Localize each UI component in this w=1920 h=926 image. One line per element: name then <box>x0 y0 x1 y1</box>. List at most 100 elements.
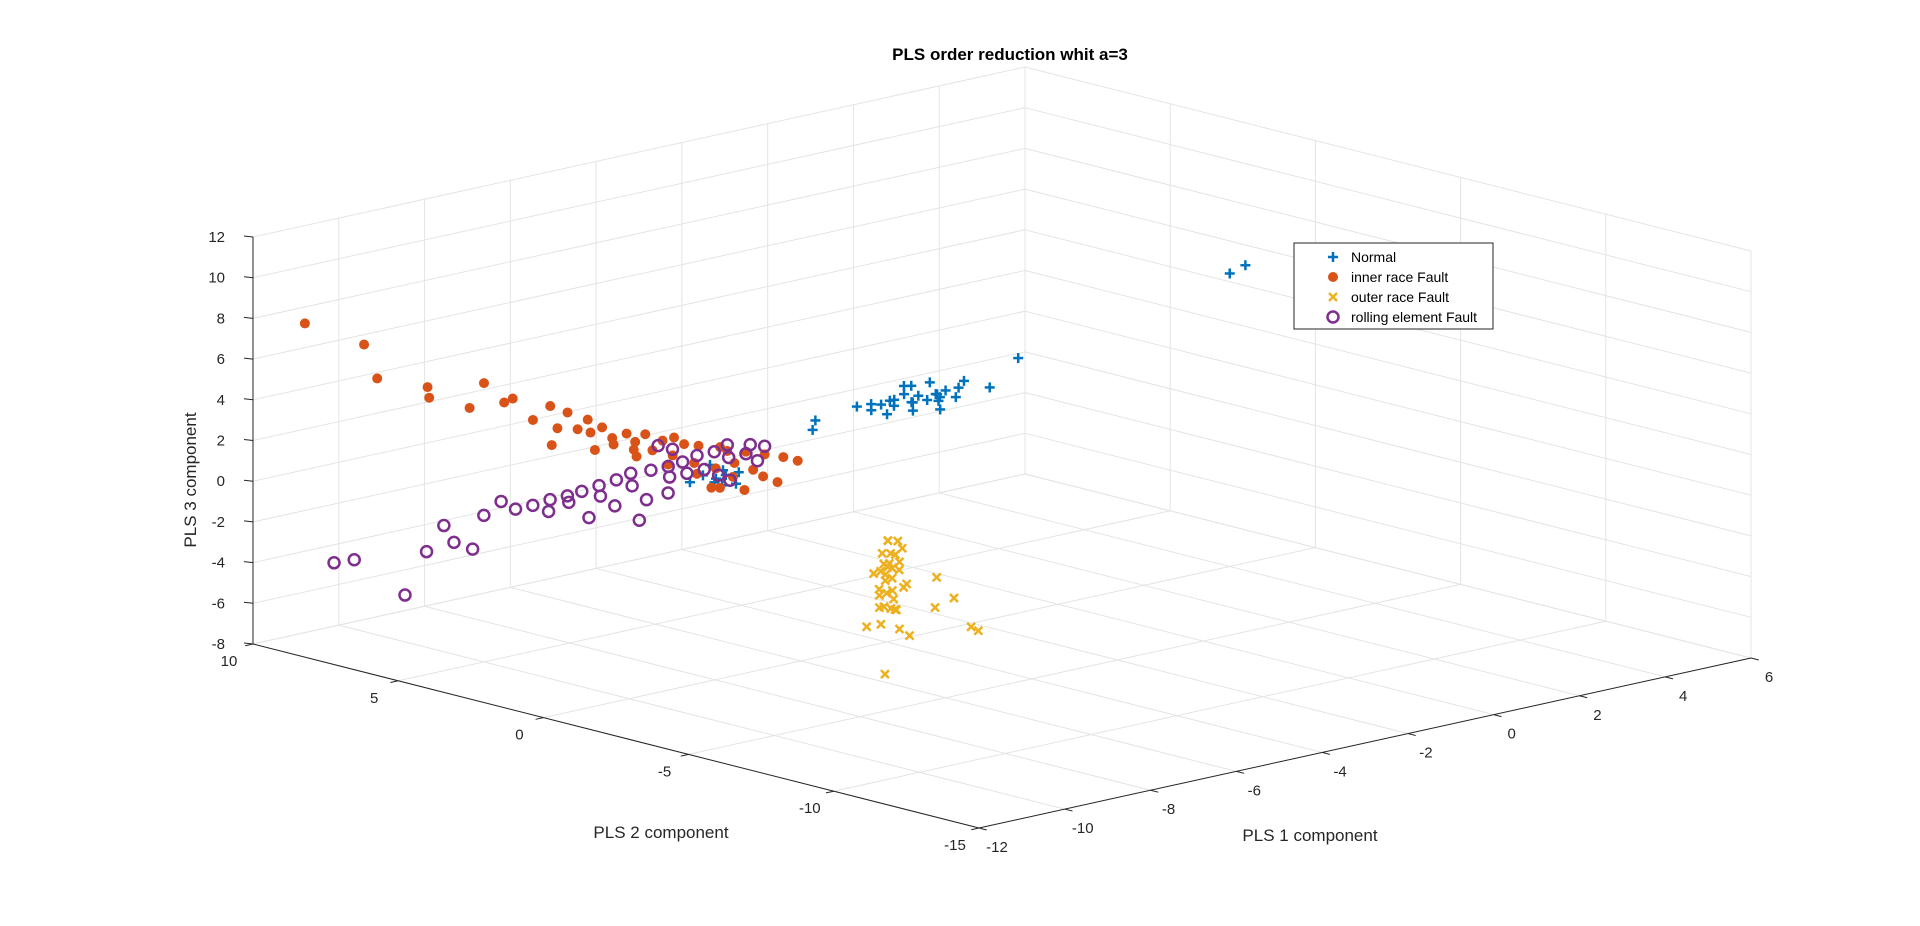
data-point-rolling-element-fault <box>327 556 341 570</box>
z-tick-mark <box>243 439 254 441</box>
data-point-inner-race-fault <box>422 382 433 393</box>
data-point-normal <box>866 405 877 416</box>
data-point-inner-race-fault <box>772 477 783 488</box>
z-tick-label: -2 <box>212 514 225 531</box>
data-point-normal <box>1224 268 1235 279</box>
data-point-outer-race-fault <box>973 625 984 636</box>
data-point-inner-race-fault <box>527 414 538 425</box>
legend-label-inner-race-fault: inner race Fault <box>1351 269 1448 285</box>
data-point-inner-race-fault <box>679 439 690 450</box>
data-point-inner-race-fault <box>608 439 619 450</box>
data-point-outer-race-fault <box>890 604 900 615</box>
grid-line <box>252 351 1026 523</box>
chart-title: PLS order reduction whit a=3 <box>892 45 1128 64</box>
y-tick-label: 5 <box>370 690 378 707</box>
data-point-outer-race-fault <box>930 602 940 613</box>
grid-line <box>1024 107 1752 293</box>
data-point-rolling-element-fault <box>575 484 589 499</box>
data-point-rolling-element-fault <box>593 489 608 503</box>
grid-line <box>338 624 1065 810</box>
data-point-inner-race-fault <box>621 428 632 439</box>
data-point-rolling-element-fault <box>723 473 737 487</box>
data-point-outer-race-fault <box>875 566 886 577</box>
legend-label-normal: Normal <box>1351 249 1396 265</box>
data-point-normal <box>984 382 995 393</box>
x-tick-mark <box>1407 733 1416 737</box>
data-point-inner-race-fault <box>499 397 510 408</box>
x-tick-mark <box>1236 770 1245 774</box>
grid-line <box>543 547 1316 719</box>
data-points <box>299 260 1251 680</box>
data-point-outer-race-fault <box>894 624 905 634</box>
x-tick-label: -12 <box>986 839 1008 856</box>
data-point-normal <box>935 404 946 415</box>
data-point-inner-race-fault <box>572 424 583 435</box>
data-point-normal <box>924 377 935 388</box>
data-point-outer-race-fault <box>880 669 890 680</box>
legend-label-rolling-element-fault: rolling element Fault <box>1351 309 1477 325</box>
data-point-rolling-element-fault <box>721 450 736 465</box>
data-point-normal <box>922 395 933 406</box>
grid-line <box>939 492 1666 678</box>
grid-line <box>853 511 1580 697</box>
legend-marker-rolling-element-fault <box>1326 310 1340 324</box>
z-tick-mark <box>243 520 254 523</box>
data-point-inner-race-fault <box>299 318 310 329</box>
x-tick-mark <box>1665 676 1674 680</box>
y-tick-label: -10 <box>799 800 821 817</box>
data-point-outer-race-fault <box>898 582 909 593</box>
legend-marker-inner-race-fault <box>1328 272 1338 282</box>
z-tick-label: -6 <box>212 595 225 612</box>
grid-line <box>252 107 1026 279</box>
x-tick-label: -8 <box>1162 801 1175 818</box>
z-axis-label: PLS 3 component <box>181 412 200 547</box>
x-axis-line <box>978 657 1752 829</box>
data-point-inner-race-fault <box>792 455 803 466</box>
data-point-outer-race-fault <box>949 593 959 603</box>
y-axis-line <box>252 643 980 829</box>
x-tick-label: -4 <box>1333 763 1346 780</box>
z-tick-label: 4 <box>217 392 225 409</box>
data-point-inner-race-fault <box>359 339 370 350</box>
data-point-rolling-element-fault <box>582 510 596 525</box>
z-tick-mark <box>243 276 254 279</box>
legend[interactable]: Normal inner race Fault outer race Fault… <box>1293 242 1494 330</box>
data-point-rolling-element-fault <box>697 462 711 477</box>
data-point-inner-race-fault <box>507 393 518 404</box>
data-point-inner-race-fault <box>589 444 600 455</box>
data-point-inner-race-fault <box>631 451 642 462</box>
y-tick-label: -5 <box>658 763 671 780</box>
data-point-rolling-element-fault <box>419 544 434 559</box>
z-tick-mark <box>243 357 254 360</box>
data-point-inner-race-fault <box>585 427 596 438</box>
x-tick-mark <box>1579 695 1588 699</box>
grid-line <box>252 147 1026 319</box>
data-point-rolling-element-fault <box>757 439 772 453</box>
data-point-inner-race-fault <box>582 414 593 425</box>
data-point-rolling-element-fault <box>707 445 722 459</box>
y-tick-label: -15 <box>944 837 966 854</box>
data-point-rolling-element-fault <box>625 479 639 493</box>
data-point-rolling-element-fault <box>560 489 575 503</box>
data-point-outer-race-fault <box>894 565 905 575</box>
data-point-outer-race-fault <box>879 601 889 612</box>
x-tick-label: 4 <box>1679 688 1687 705</box>
data-point-rolling-element-fault <box>398 588 412 602</box>
data-point-normal <box>933 395 944 406</box>
grid-line <box>1024 147 1752 333</box>
x-tick-mark <box>978 827 987 831</box>
data-point-rolling-element-fault <box>743 437 757 452</box>
z-tick-label: -8 <box>212 636 225 653</box>
data-point-inner-race-fault <box>640 429 651 440</box>
x-tick-label: 2 <box>1593 707 1601 724</box>
axis-lines <box>243 235 1759 831</box>
grid-lines <box>252 66 1752 829</box>
grid-line <box>1024 310 1752 496</box>
data-point-outer-race-fault <box>868 568 879 579</box>
legend-marker-outer-race-fault <box>1328 292 1338 302</box>
data-point-outer-race-fault <box>892 536 903 546</box>
data-point-normal <box>810 415 821 426</box>
tick-labels: -12-10-8-6-4-20246-15-10-50510-8-6-4-202… <box>208 229 1773 856</box>
y-tick-mark <box>971 827 980 831</box>
data-point-normal <box>932 389 943 400</box>
